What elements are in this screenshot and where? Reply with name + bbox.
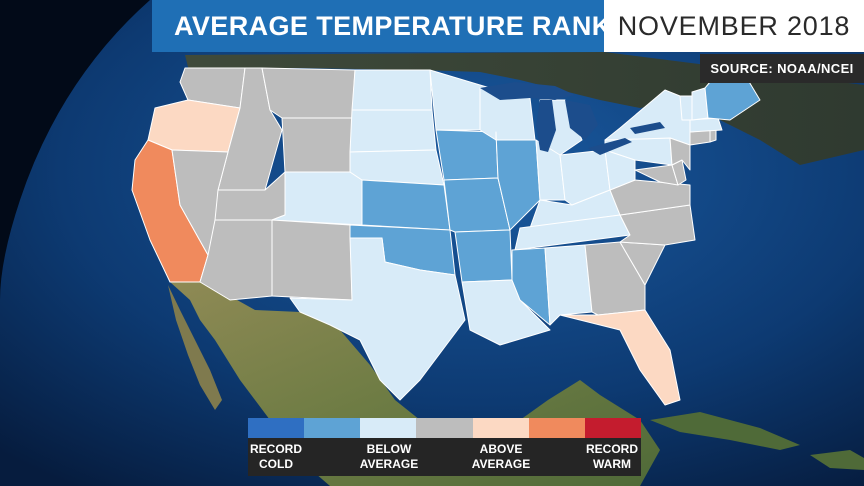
- state-new-mexico: [271, 219, 353, 301]
- legend-label-line: RECORD: [585, 442, 638, 456]
- legend-label-record-cold: RECORD COLD: [231, 442, 321, 472]
- state-vermont: [679, 95, 693, 121]
- states-layer: [131, 67, 761, 406]
- lake-huron: [565, 100, 598, 140]
- cuba: [650, 412, 800, 450]
- state-massachusetts: [689, 117, 723, 133]
- legend-swatch-much-above: [528, 418, 585, 438]
- state-wyoming: [281, 117, 353, 173]
- baja-california: [168, 285, 222, 410]
- source-label: SOURCE: NOAA/NCEI: [700, 54, 864, 83]
- state-kansas: [361, 179, 451, 231]
- date-label: NOVEMBER 2018: [604, 0, 864, 52]
- legend-label-above-average: ABOVE AVERAGE: [456, 442, 546, 472]
- legend-label-line: WARM: [593, 457, 631, 471]
- legend-swatches: [248, 418, 641, 438]
- legend-swatch-near: [416, 418, 473, 438]
- state-alabama: [544, 244, 593, 326]
- state-north-dakota: [351, 69, 433, 111]
- great-lakes: [480, 82, 665, 155]
- hispaniola: [810, 450, 864, 470]
- state-oregon: [147, 99, 241, 153]
- space-edge: [0, 0, 150, 300]
- lake-ontario: [630, 122, 665, 134]
- canada-landmass: [185, 52, 864, 165]
- legend-swatch-above: [472, 418, 529, 438]
- lake-superior: [480, 82, 575, 100]
- map-title: AVERAGE TEMPERATURE RANKS: [152, 0, 630, 52]
- state-florida: [559, 309, 681, 406]
- color-legend: RECORD COLD BELOW AVERAGE ABOVE AVERAGE …: [248, 418, 641, 476]
- lake-erie: [588, 138, 632, 155]
- legend-swatch-much-below: [304, 418, 361, 438]
- state-colorado: [271, 171, 363, 226]
- legend-label-line: BELOW: [366, 442, 412, 456]
- state-arkansas: [454, 229, 513, 283]
- legend-label-line: RECORD: [249, 442, 302, 456]
- legend-label-below-average: BELOW AVERAGE: [344, 442, 434, 472]
- legend-swatch-record-warm: [584, 418, 641, 438]
- legend-label-record-warm: RECORD WARM: [567, 442, 657, 472]
- legend-swatch-record-cold: [248, 418, 305, 438]
- legend-label-line: AVERAGE: [471, 457, 531, 471]
- legend-label-line: ABOVE: [479, 442, 523, 456]
- state-rhode-island: [709, 129, 717, 143]
- state-south-dakota: [349, 109, 437, 153]
- state-new-jersey: [669, 137, 691, 171]
- legend-swatch-below: [360, 418, 417, 438]
- lake-michigan: [536, 100, 556, 152]
- state-montana: [261, 67, 356, 119]
- legend-label-line: AVERAGE: [359, 457, 419, 471]
- legend-label-line: COLD: [259, 457, 293, 471]
- state-iowa: [435, 129, 499, 181]
- state-texas: [289, 237, 466, 401]
- state-mississippi: [511, 247, 551, 326]
